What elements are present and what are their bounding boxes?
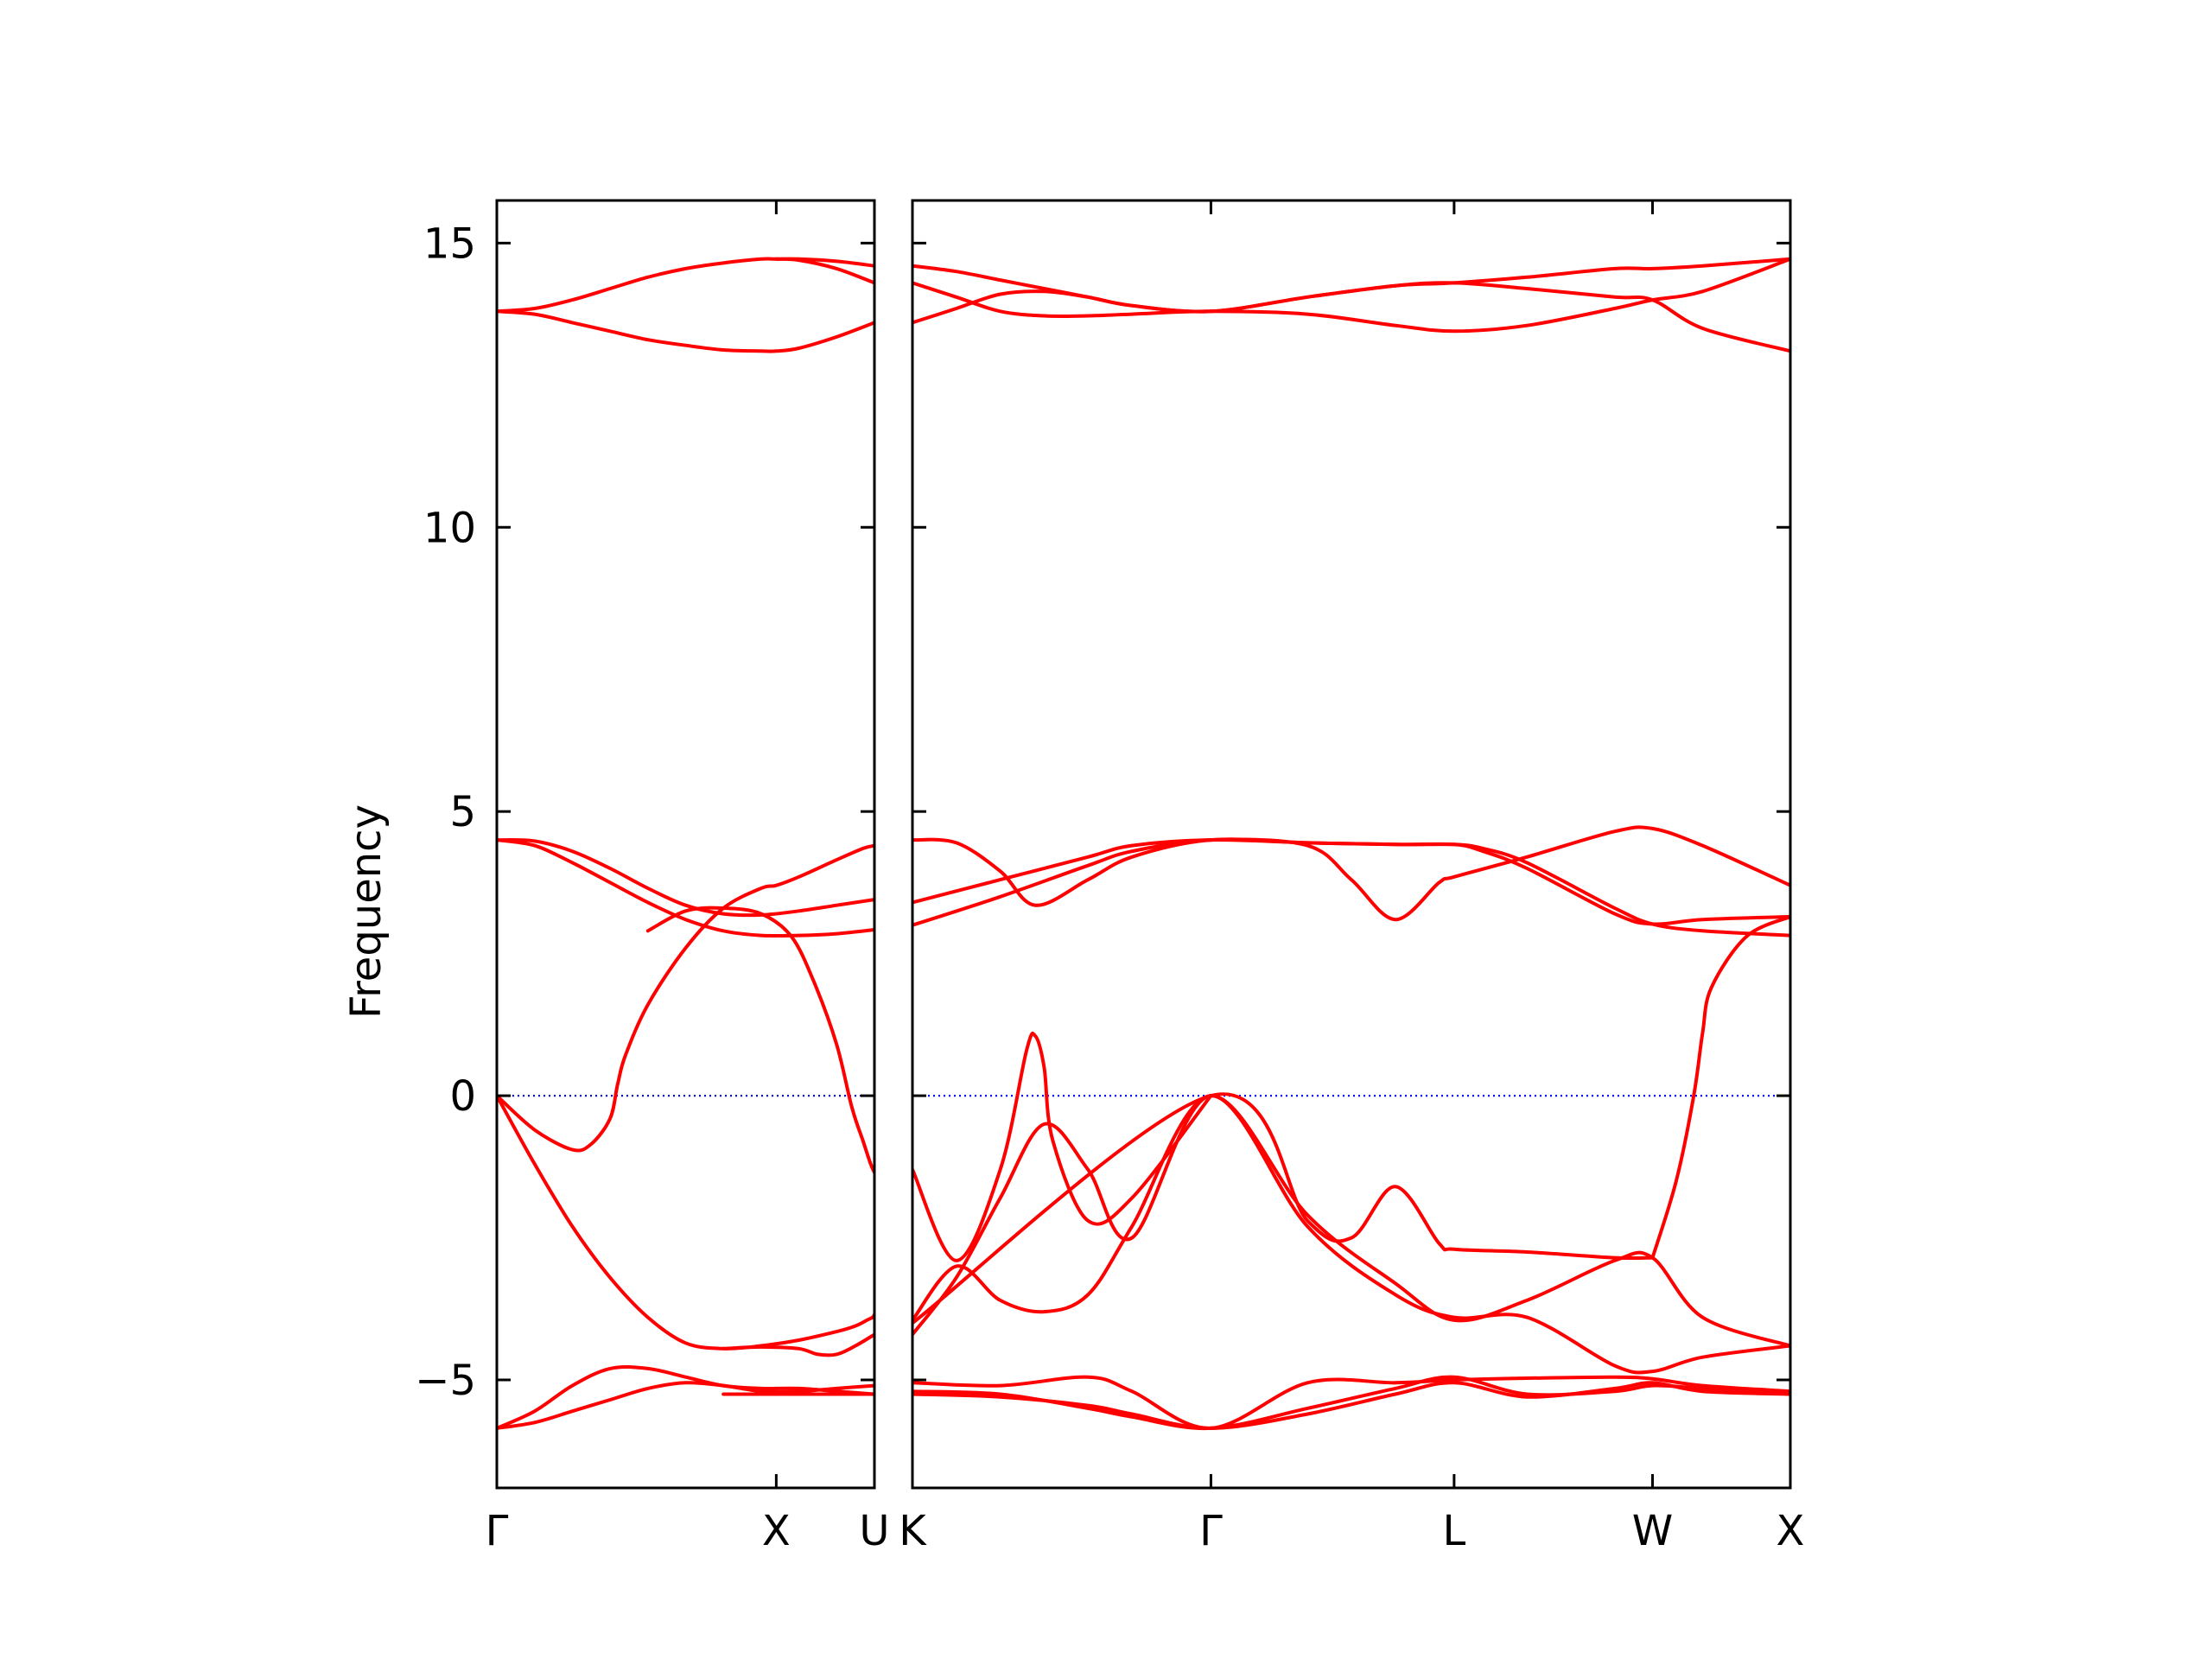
x-tick-label-left-1: X — [762, 1507, 791, 1555]
x-tick-label-right-3: W — [1632, 1507, 1673, 1555]
x-tick-label-left-2: U — [859, 1507, 889, 1555]
band-line-right-1 — [912, 257, 1790, 334]
bands-right — [912, 257, 1790, 1431]
panel-frame-left — [495, 199, 876, 1490]
bands-left — [497, 257, 874, 1430]
band-line-right-11 — [912, 1375, 1790, 1430]
y-axis-label: Frequency — [342, 804, 391, 1019]
band-line-right-9 — [912, 1094, 1790, 1348]
band-line-right-4 — [912, 838, 1790, 938]
band-line-right-8 — [912, 1094, 1790, 1375]
plot-layer: −5 0 5 10 15 Γ X U K Γ L W X — [415, 199, 1805, 1555]
x-tick-label-right-1: Γ — [1199, 1507, 1223, 1555]
band-line-left-4 — [497, 838, 874, 938]
y-tick-label: 10 — [423, 504, 476, 552]
band-line-right-12 — [912, 1375, 1790, 1431]
band-line-right-10 — [1650, 914, 1790, 1260]
panel-frame-right — [911, 199, 1792, 1490]
panel-left: −5 0 5 10 15 Γ X U — [415, 199, 890, 1555]
band-line-left-5 — [497, 843, 874, 1153]
band-line-right-6 — [912, 1092, 1655, 1325]
band-line-right-2 — [912, 281, 1790, 353]
y-tick-label: −5 — [415, 1357, 476, 1405]
band-line-left-3 — [497, 838, 874, 918]
band-line-left-10 — [497, 1381, 874, 1430]
y-tick-label: 15 — [423, 219, 476, 268]
y-tick-label: 5 — [449, 788, 476, 836]
band-line-left-7 — [645, 906, 874, 1174]
y-tick-label: 0 — [449, 1072, 476, 1121]
x-tick-label-right-0: K — [899, 1507, 927, 1555]
band-line-left-1 — [497, 309, 874, 353]
band-line-right-5 — [912, 825, 1790, 927]
band-line-left-2 — [774, 257, 874, 285]
x-tick-label-right-2: L — [1442, 1507, 1465, 1555]
band-line-right-7 — [912, 1031, 1213, 1262]
x-tick-label-right-4: X — [1777, 1507, 1805, 1555]
x-tick-label-left-0: Γ — [486, 1507, 509, 1555]
band-line-right-13 — [912, 1381, 1790, 1430]
band-line-left-8 — [721, 1332, 874, 1357]
